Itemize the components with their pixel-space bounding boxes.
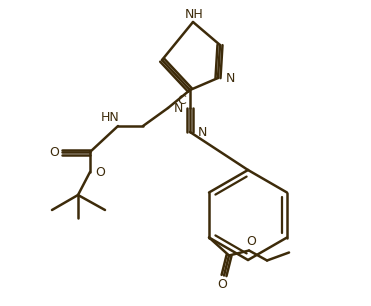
Text: N: N: [225, 72, 235, 84]
Text: N: N: [173, 102, 183, 114]
Text: C: C: [178, 94, 186, 106]
Text: O: O: [95, 166, 105, 178]
Text: HN: HN: [101, 110, 119, 124]
Text: O: O: [246, 235, 256, 248]
Text: NH: NH: [185, 8, 203, 21]
Text: O: O: [217, 278, 227, 291]
Text: N: N: [197, 125, 207, 139]
Text: O: O: [49, 145, 59, 159]
